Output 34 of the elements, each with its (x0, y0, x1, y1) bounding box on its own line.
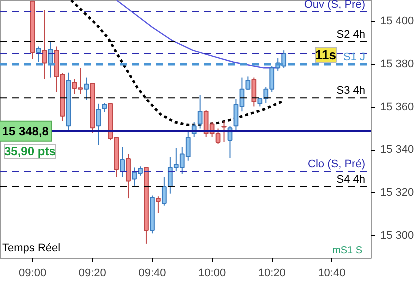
y-tick-label: 15 400 (380, 16, 414, 28)
y-tick-label: 15 340 (380, 144, 414, 156)
y-tick-label: 15 360 (380, 101, 414, 114)
line-series (116, 0, 280, 69)
annotation: Temps Réel (2, 242, 61, 254)
candlestick (42, 10, 48, 80)
y-tick-label: 15 380 (380, 58, 414, 71)
annotation: 35,90 pts (4, 144, 56, 158)
candlestick (156, 196, 161, 214)
ref-line-label: S3 4h (336, 85, 366, 98)
candlestick (120, 146, 125, 178)
ref-line-label: Clo (S, Pré) (308, 158, 366, 171)
x-tick-label: 09:20 (78, 268, 106, 280)
candlestick (252, 77, 257, 108)
ref-line-label: S2 4h (336, 29, 366, 42)
x-tick-label: 09:00 (19, 268, 47, 280)
annotation: mS1 S (332, 246, 363, 256)
candlestick (96, 103, 102, 146)
y-tick-label: 15 300 (380, 230, 414, 242)
ref-line-label: S1 J (343, 52, 366, 64)
x-tick-label: 10:00 (198, 268, 226, 280)
candlestick (36, 46, 42, 63)
candlestick (84, 77, 90, 101)
candlestick (222, 120, 227, 143)
x-tick-label: 10:20 (258, 268, 286, 280)
ref-line-label: S4 4h (336, 174, 366, 186)
x-tick-label: 09:40 (138, 268, 166, 280)
candlestick (198, 94, 203, 130)
annotation: 15 348,8 (2, 124, 50, 138)
candlestick (102, 102, 108, 113)
annotation: 11s (316, 48, 337, 62)
candlestick (126, 154, 131, 200)
x-tick-label: 10:40 (318, 268, 346, 280)
y-tick-label: 15 320 (380, 186, 414, 199)
